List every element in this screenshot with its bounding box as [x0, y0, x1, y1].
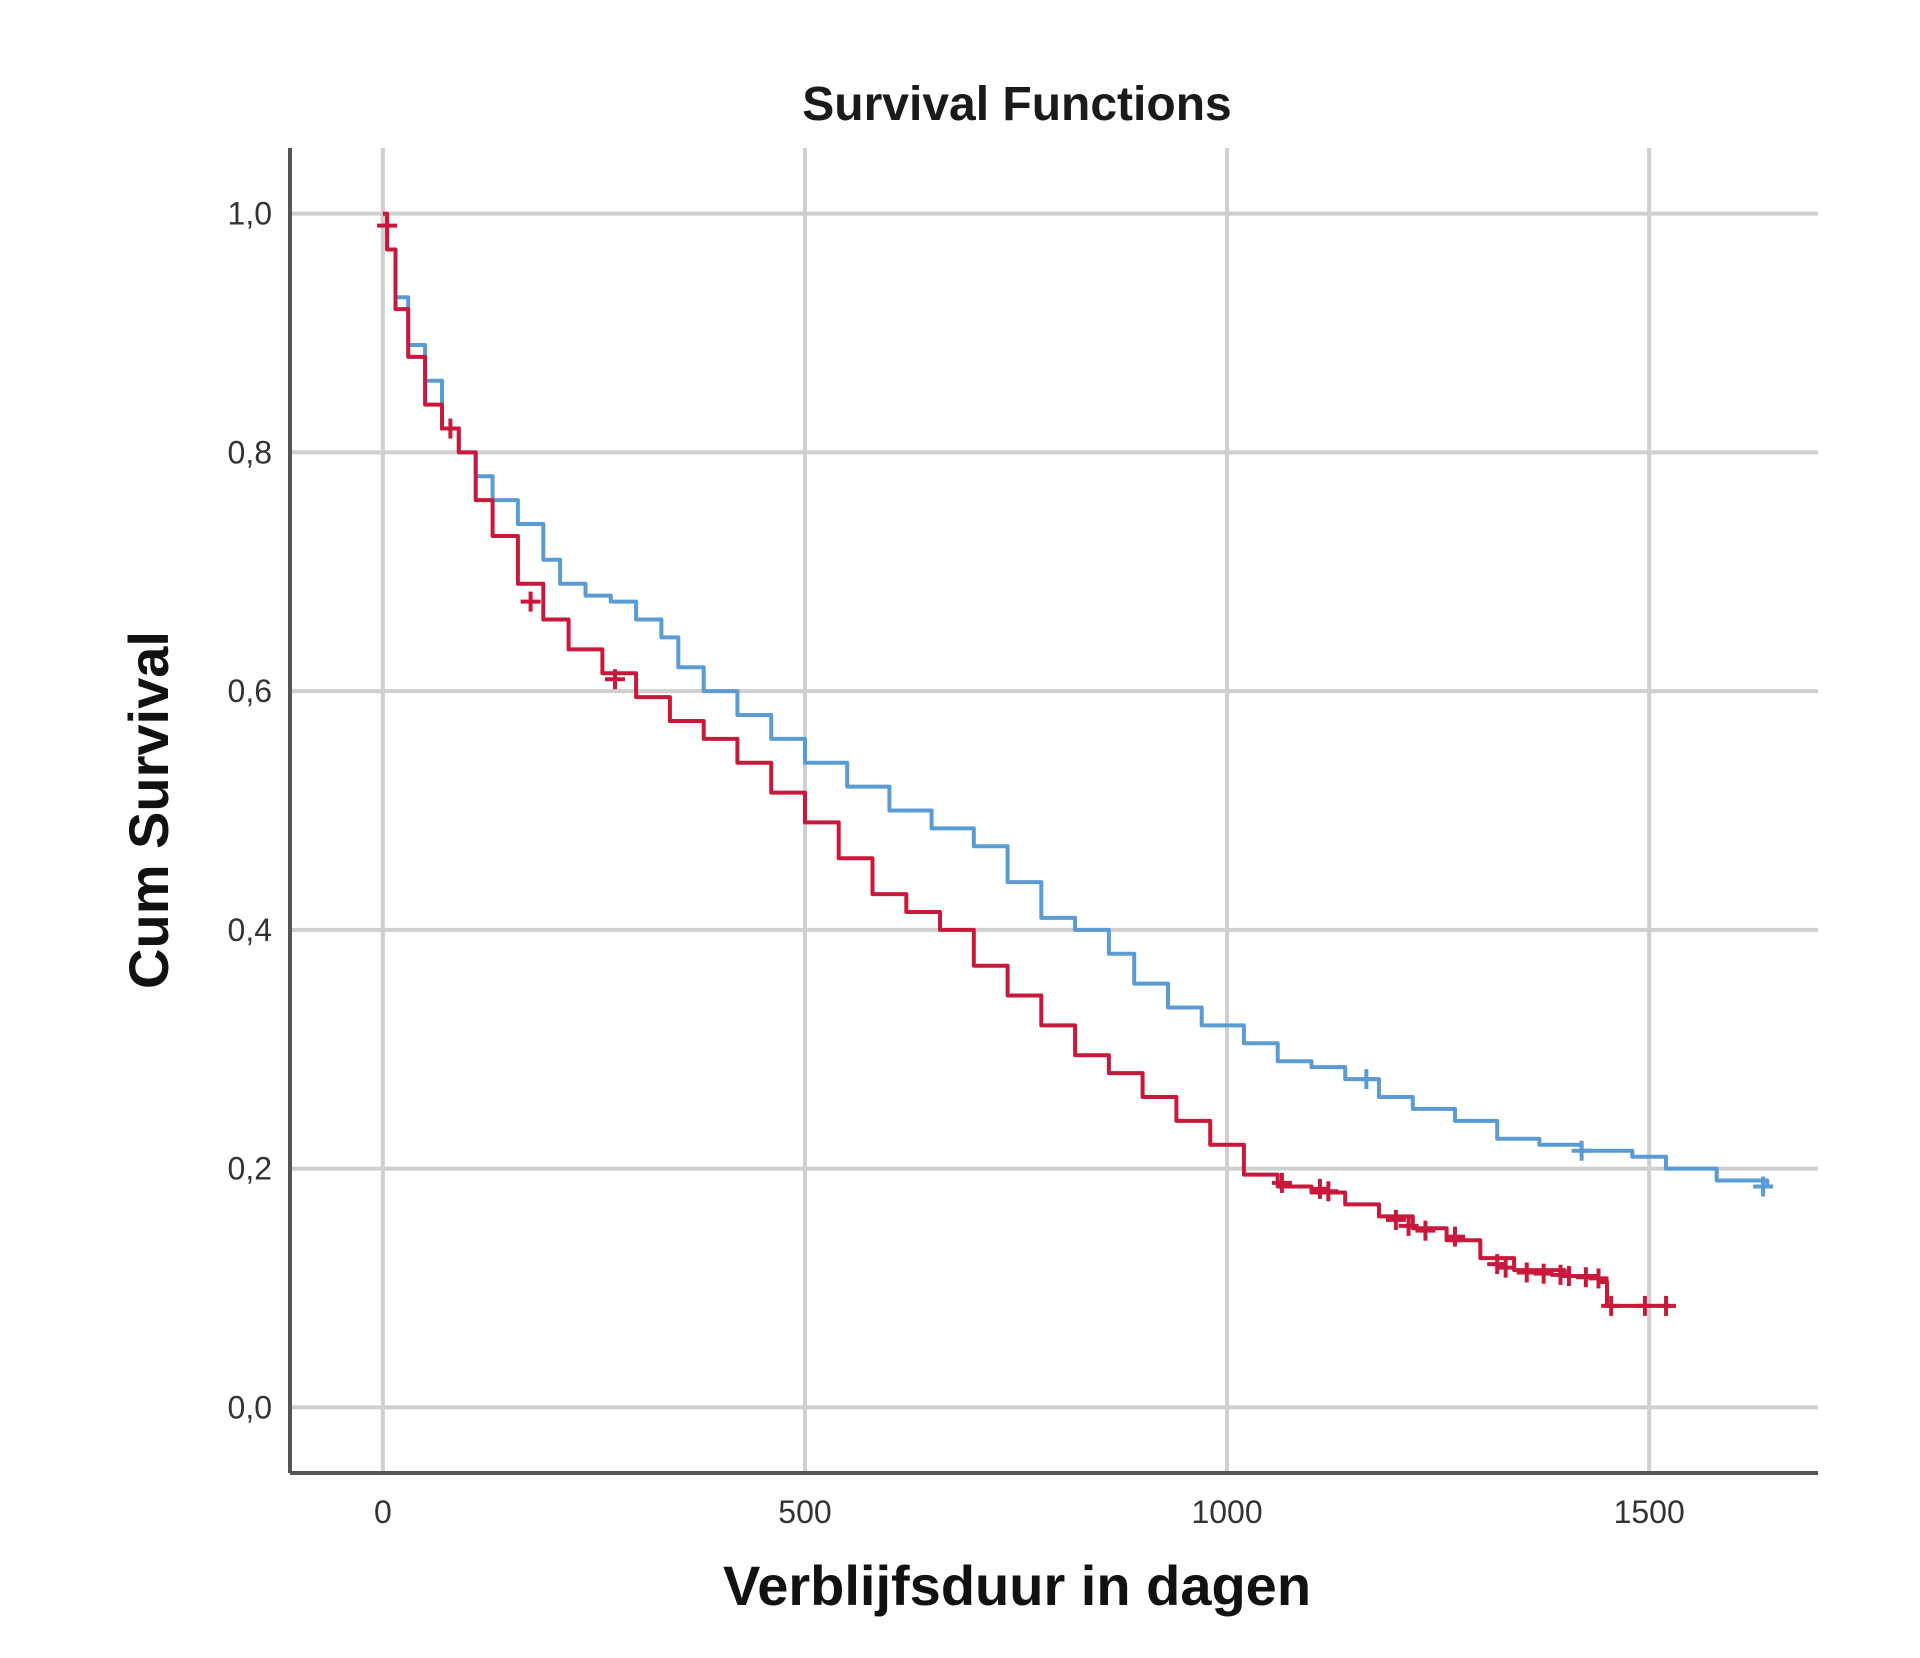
x-tick-label: 1000 [1191, 1494, 1262, 1530]
axes [288, 148, 1818, 1475]
censor-mark-series-2 [1558, 1266, 1579, 1287]
y-tick-label: 0,8 [228, 434, 272, 470]
x-tick-label: 1500 [1614, 1494, 1685, 1530]
censor-mark-series-2 [1533, 1263, 1554, 1284]
censor-mark-series-2 [1495, 1257, 1516, 1278]
grid [290, 148, 1818, 1473]
censor-mark-series-2 [377, 215, 398, 236]
y-tick-label: 0,2 [228, 1151, 272, 1187]
censor-mark-series-2 [1656, 1295, 1677, 1316]
y-tick-label: 1,0 [228, 196, 272, 232]
y-tick-label: 0,4 [228, 912, 272, 948]
y-axis-label: Cum Survival [117, 631, 180, 989]
censor-mark-series-2 [520, 591, 541, 612]
censor-mark-series-2 [1444, 1226, 1465, 1247]
censor-mark-series-2 [1516, 1262, 1537, 1283]
y-tick-label: 0,6 [228, 673, 272, 709]
censor-mark-series-2 [1634, 1295, 1655, 1316]
censor-mark-series-2 [605, 669, 626, 690]
x-axis-label: Verblijfsduur in dagen [723, 1554, 1311, 1617]
tick-labels: 0,0 0,2 0,4 0,6 0,8 1,0 0 500 1000 1500 [228, 196, 1685, 1530]
survival-series-line-1 [382, 211, 1770, 1187]
censor-mark-series-1 [1571, 1140, 1592, 1161]
chart-title: Survival Functions [802, 78, 1231, 131]
x-tick-label: 0 [374, 1494, 392, 1530]
censor-mark-series-2 [1398, 1215, 1419, 1236]
censor-mark-series-2 [1318, 1181, 1339, 1202]
censor-marks [377, 215, 1774, 1316]
censor-mark-series-1 [1356, 1069, 1377, 1090]
censor-mark-series-2 [1271, 1172, 1292, 1193]
censor-mark-series-2 [440, 418, 461, 439]
censor-mark-series-2 [1588, 1268, 1609, 1289]
censor-mark-series-2 [1385, 1209, 1406, 1230]
censor-mark-series-2 [1601, 1295, 1622, 1316]
censor-mark-series-2 [1415, 1220, 1436, 1241]
y-tick-label: 0,0 [228, 1389, 272, 1425]
censor-mark-series-1 [1753, 1176, 1774, 1197]
x-tick-label: 500 [778, 1494, 831, 1530]
